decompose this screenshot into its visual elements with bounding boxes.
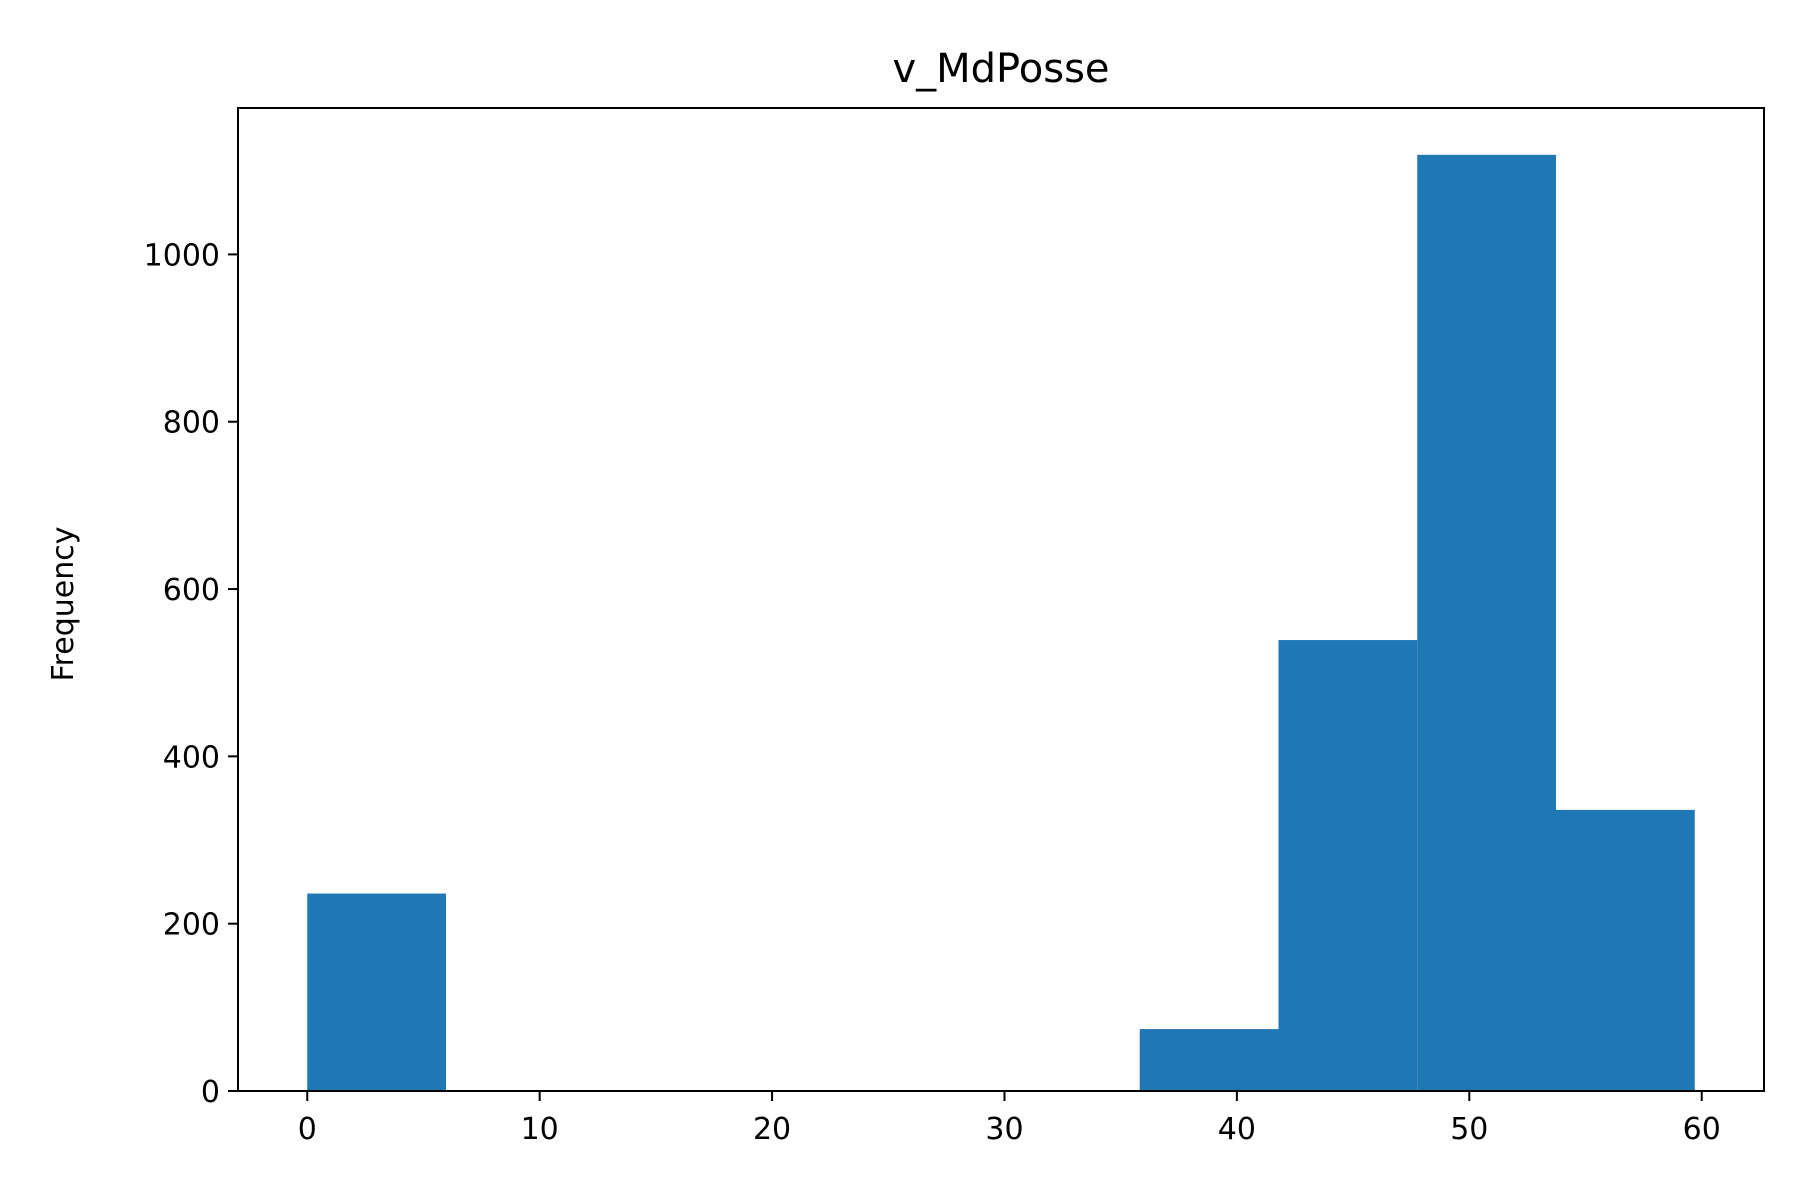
x-tick-label-6: 60 [1683,1112,1721,1147]
histogram-bar-8 [1417,154,1556,1091]
plot-frame [237,107,1765,1092]
x-axis: 0 10 20 30 40 50 60 [298,1091,1721,1147]
y-tick-label-0: 0 [201,1075,220,1110]
x-tick-label-0: 0 [298,1112,317,1147]
histogram-bar-6 [1139,1029,1279,1091]
y-tick-label-4: 800 [163,406,220,441]
chart-title: v_MdPosse [892,46,1109,92]
bars-group [307,154,1695,1091]
y-tick-label-1: 200 [163,908,220,943]
x-tick-label-4: 40 [1218,1112,1256,1147]
x-tick-label-5: 50 [1450,1112,1488,1147]
histogram-bar-0 [307,893,447,1091]
x-tick-label-3: 30 [985,1112,1023,1147]
y-axis-label: Frequency [46,527,81,682]
x-tick-label-2: 20 [753,1112,791,1147]
y-axis: 0 200 400 600 800 1000 [144,238,238,1110]
histogram-bar-9 [1555,809,1695,1091]
histogram-bar-7 [1278,640,1418,1091]
y-tick-label-2: 400 [163,740,220,775]
y-tick-label-5: 1000 [144,238,220,273]
y-tick-label-3: 600 [163,573,220,608]
x-tick-label-1: 10 [521,1112,559,1147]
